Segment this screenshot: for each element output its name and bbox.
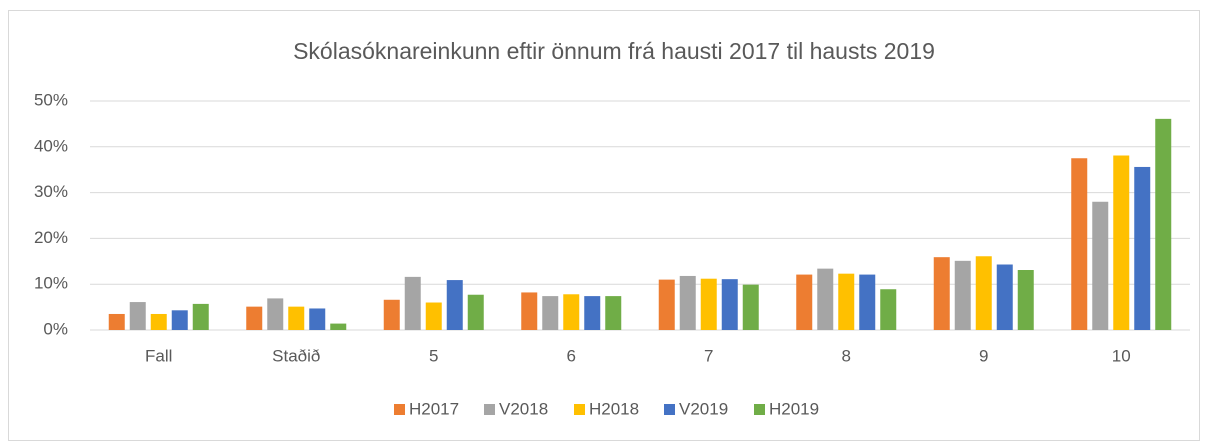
- y-tick-label: 20%: [34, 228, 68, 247]
- legend-swatch: [484, 404, 495, 415]
- bar: [1017, 270, 1034, 330]
- legend-label: H2017: [409, 399, 459, 418]
- bar: [700, 278, 717, 330]
- bar: [1113, 155, 1130, 330]
- bar: [1092, 201, 1109, 330]
- bar: [933, 257, 950, 330]
- legend-label: V2018: [499, 399, 548, 418]
- bar: [742, 284, 759, 330]
- y-tick-label: 40%: [34, 136, 68, 155]
- legend-label: V2019: [679, 399, 728, 418]
- bar: [425, 302, 442, 330]
- bar: [838, 273, 855, 330]
- bar: [267, 298, 284, 330]
- bar: [521, 292, 538, 330]
- bar: [171, 310, 188, 330]
- bar: [404, 276, 421, 330]
- bar: [192, 303, 209, 330]
- y-tick-label: 10%: [34, 274, 68, 293]
- bar: [108, 313, 125, 330]
- x-tick-label: 5: [429, 346, 438, 365]
- bar: [330, 323, 347, 330]
- x-tick-label: 6: [567, 346, 576, 365]
- chart-title: Skólasóknareinkunn eftir önnum frá haust…: [293, 38, 935, 64]
- bar: [954, 260, 971, 330]
- bar: [129, 302, 146, 330]
- x-tick-label: 10: [1112, 346, 1131, 365]
- x-tick-label: 8: [842, 346, 851, 365]
- bar: [246, 306, 263, 330]
- bar: [679, 275, 696, 330]
- bar: [605, 296, 622, 330]
- bar: [658, 279, 675, 330]
- bar: [309, 308, 326, 330]
- x-tick-label: 9: [979, 346, 988, 365]
- legend-swatch: [574, 404, 585, 415]
- bar: [288, 306, 305, 330]
- bar: [150, 313, 167, 330]
- y-tick-label: 0%: [43, 319, 68, 338]
- bar: [1134, 166, 1151, 330]
- bar: [584, 296, 601, 330]
- bar: [446, 280, 463, 330]
- legend-swatch: [394, 404, 405, 415]
- legend-label: H2018: [589, 399, 639, 418]
- bar: [721, 279, 738, 330]
- bar: [383, 299, 400, 330]
- bar: [859, 274, 876, 330]
- bar: [880, 289, 897, 330]
- chart-border: [8, 10, 1200, 441]
- bar: [467, 294, 484, 330]
- x-tick-label: 7: [704, 346, 713, 365]
- bar: [975, 256, 992, 330]
- bar: [817, 268, 834, 330]
- bar: [796, 274, 813, 330]
- legend-swatch: [664, 404, 675, 415]
- y-tick-label: 30%: [34, 182, 68, 201]
- legend-swatch: [754, 404, 765, 415]
- y-tick-label: 50%: [34, 90, 68, 109]
- bar: [1071, 158, 1088, 330]
- bar: [996, 264, 1013, 330]
- bar: [542, 296, 559, 330]
- x-tick-label: Staðið: [272, 346, 320, 365]
- bar: [563, 294, 580, 330]
- legend-label: H2019: [769, 399, 819, 418]
- x-tick-label: Fall: [145, 346, 172, 365]
- bar: [1155, 118, 1172, 330]
